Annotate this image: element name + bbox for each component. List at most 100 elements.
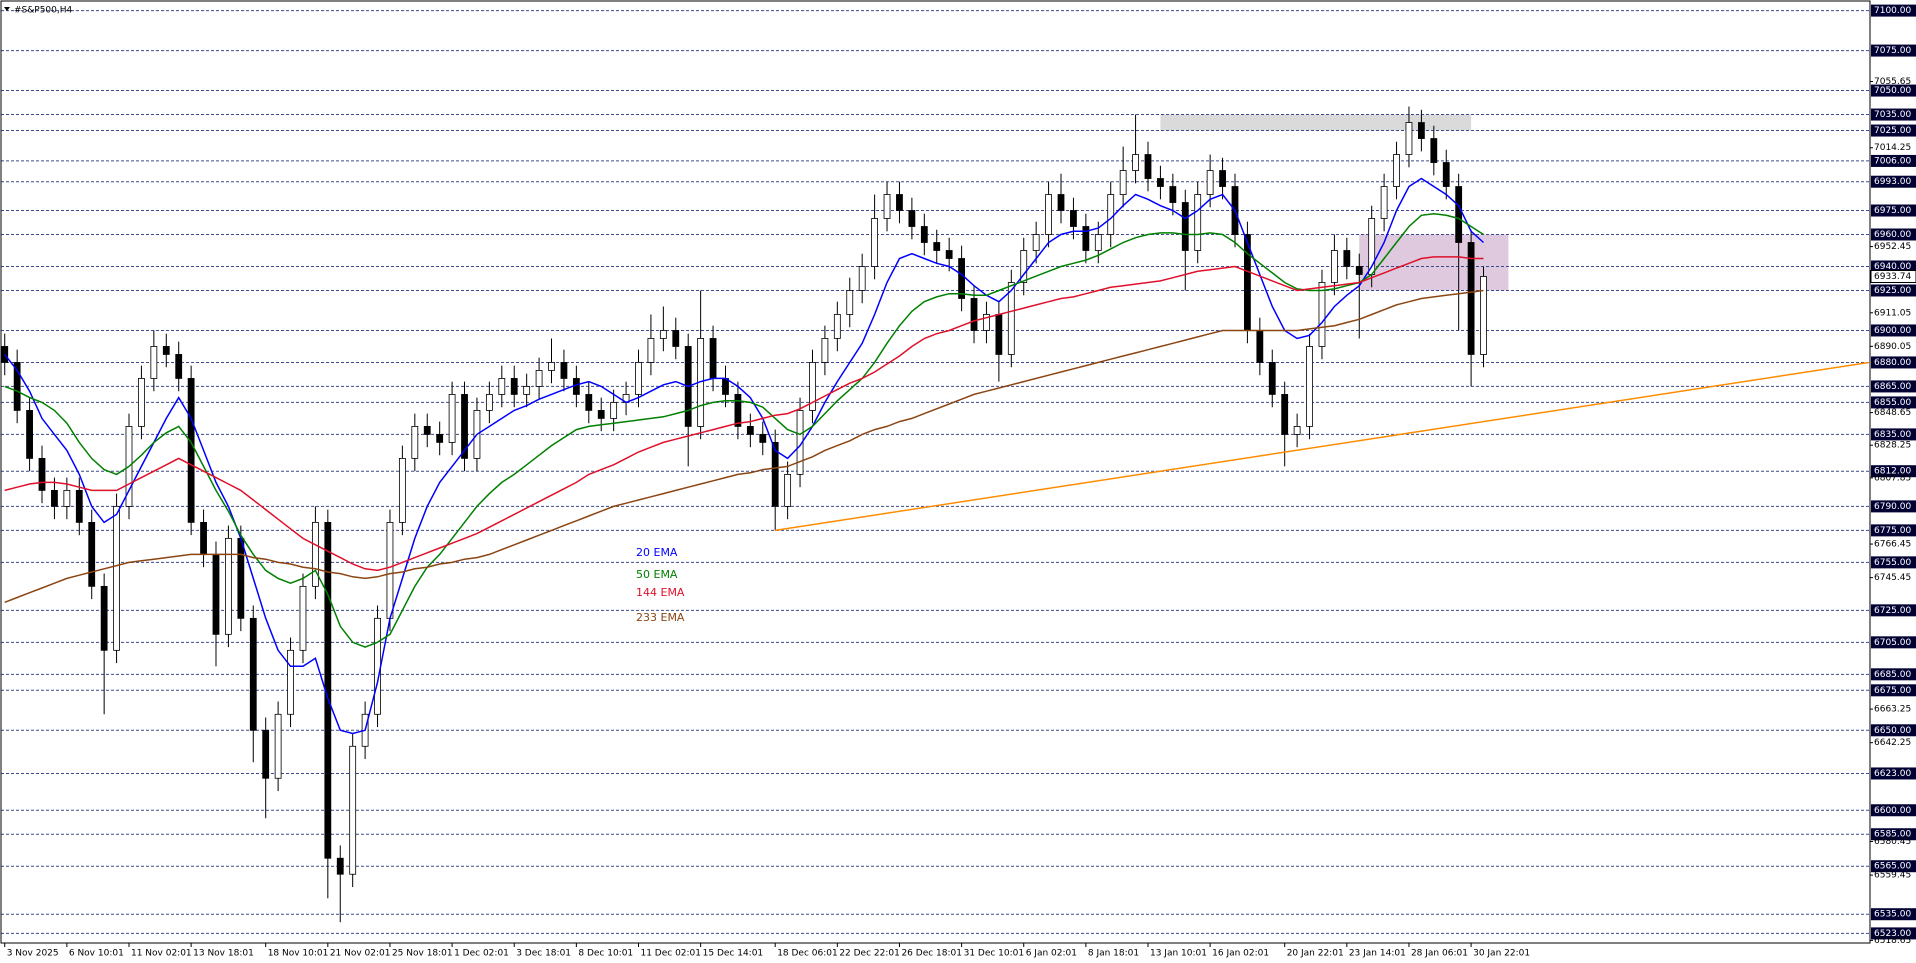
candle-body bbox=[1355, 266, 1363, 275]
x-tick-label: 6 Nov 10:01 bbox=[69, 949, 124, 959]
candle-body bbox=[212, 553, 220, 635]
candle-body bbox=[1293, 426, 1301, 435]
candle-body bbox=[1094, 234, 1102, 251]
candle-body bbox=[560, 362, 568, 379]
level-label-box bbox=[1871, 175, 1916, 188]
candle-body bbox=[771, 442, 779, 507]
candle-body bbox=[1206, 170, 1214, 195]
legend-entry: 233 EMA bbox=[636, 611, 685, 624]
level-label-box bbox=[1871, 724, 1916, 737]
candle-body bbox=[349, 745, 357, 875]
candle-body bbox=[672, 330, 680, 347]
candle-body bbox=[523, 386, 531, 395]
candle-body bbox=[423, 426, 431, 435]
level-label-box bbox=[1871, 260, 1916, 273]
x-tick-label: 18 Dec 06:01 bbox=[777, 949, 838, 959]
candle-body bbox=[498, 378, 506, 395]
y-tick-label: 7014.25 bbox=[1874, 143, 1911, 153]
x-tick-label: 13 Jan 10:01 bbox=[1150, 949, 1207, 959]
candle-body bbox=[784, 473, 792, 507]
candle-body bbox=[746, 426, 754, 435]
level-label-box bbox=[1871, 556, 1916, 569]
level-label: 6600.00 bbox=[1874, 806, 1911, 816]
x-tick-label: 31 Dec 10:01 bbox=[964, 949, 1025, 959]
level-label: 7035.00 bbox=[1874, 110, 1911, 120]
level-label-box bbox=[1871, 284, 1916, 297]
level-label: 7075.00 bbox=[1874, 46, 1911, 56]
chart-title: #S&P500,H4 bbox=[14, 6, 73, 16]
candle-body bbox=[983, 314, 990, 331]
level-label: 6685.00 bbox=[1874, 670, 1911, 680]
level-label-box bbox=[1871, 324, 1916, 337]
candle-body bbox=[175, 354, 183, 379]
candle-body bbox=[63, 489, 71, 507]
candle-body bbox=[722, 378, 729, 395]
candle-body bbox=[1430, 138, 1438, 163]
candle-body bbox=[610, 402, 618, 419]
level-label: 6993.00 bbox=[1874, 177, 1911, 187]
y-tick-label: 6766.45 bbox=[1874, 540, 1911, 550]
candle-body bbox=[958, 258, 965, 299]
candle-body bbox=[1082, 226, 1090, 251]
x-tick-label: 22 Dec 22:01 bbox=[839, 949, 900, 959]
x-tick-label: 8 Jan 18:01 bbox=[1088, 949, 1139, 959]
x-tick-label: 11 Nov 02:01 bbox=[131, 949, 192, 959]
menu-arrow[interactable] bbox=[4, 7, 10, 11]
level-label: 6775.00 bbox=[1874, 526, 1911, 536]
level-label-box bbox=[1871, 828, 1916, 841]
candle-body bbox=[796, 410, 804, 475]
candle-body bbox=[1169, 186, 1177, 203]
level-label-box bbox=[1871, 465, 1916, 478]
candle-body bbox=[1393, 154, 1400, 187]
candle-body bbox=[1405, 122, 1413, 155]
y-tick-label: 6828.25 bbox=[1874, 441, 1911, 451]
plot bbox=[1, 10, 1870, 934]
x-tick-label: 3 Nov 2025 bbox=[7, 949, 59, 959]
x-tick-label: 25 Nov 18:01 bbox=[392, 949, 453, 959]
candle-body bbox=[485, 394, 493, 411]
candle-body bbox=[585, 394, 593, 411]
candle-body bbox=[572, 378, 580, 395]
level-label-box bbox=[1871, 860, 1916, 873]
candle-body bbox=[311, 521, 319, 587]
ema-line bbox=[4, 289, 1484, 604]
x-tick-label: 6 Jan 02:01 bbox=[1026, 949, 1077, 959]
level-label-box bbox=[1871, 228, 1916, 241]
y-tick-label: 6848.65 bbox=[1874, 408, 1911, 418]
candle-body bbox=[1442, 162, 1450, 187]
level-label-box bbox=[1871, 636, 1916, 649]
x-tick-label: 16 Jan 02:01 bbox=[1212, 949, 1269, 959]
candle-body bbox=[1380, 186, 1388, 219]
candle-body bbox=[187, 378, 195, 523]
candle-body bbox=[809, 362, 816, 411]
candle-body bbox=[274, 713, 282, 779]
y-tick-label: 6890.05 bbox=[1874, 342, 1911, 352]
level-label: 6940.00 bbox=[1874, 262, 1911, 272]
legend-entry: 50 EMA bbox=[636, 568, 678, 581]
level-label: 7100.00 bbox=[1874, 6, 1911, 16]
candle-body bbox=[1144, 154, 1152, 179]
candle-body bbox=[1480, 276, 1487, 355]
level-label: 6585.00 bbox=[1874, 830, 1911, 840]
level-label: 6855.00 bbox=[1874, 398, 1911, 408]
level-label-box bbox=[1871, 524, 1916, 537]
candle-body bbox=[1045, 194, 1052, 235]
candle-body bbox=[1219, 170, 1226, 187]
candle-body bbox=[436, 434, 444, 443]
candle-body bbox=[709, 338, 717, 379]
level-label: 6523.00 bbox=[1874, 929, 1911, 939]
candle-body bbox=[448, 394, 456, 443]
candle-body bbox=[1281, 394, 1289, 435]
level-label: 6835.00 bbox=[1874, 430, 1911, 440]
y-tick-label: 6911.05 bbox=[1874, 308, 1911, 318]
candle-body bbox=[237, 537, 245, 619]
level-label: 6960.00 bbox=[1874, 230, 1911, 240]
candle-body bbox=[821, 338, 829, 363]
candle-body bbox=[162, 346, 170, 355]
candle-body bbox=[461, 394, 468, 459]
level-label: 7025.00 bbox=[1874, 126, 1911, 136]
candle-body bbox=[299, 585, 307, 651]
x-tick-label: 20 Jan 22:01 bbox=[1287, 949, 1344, 959]
